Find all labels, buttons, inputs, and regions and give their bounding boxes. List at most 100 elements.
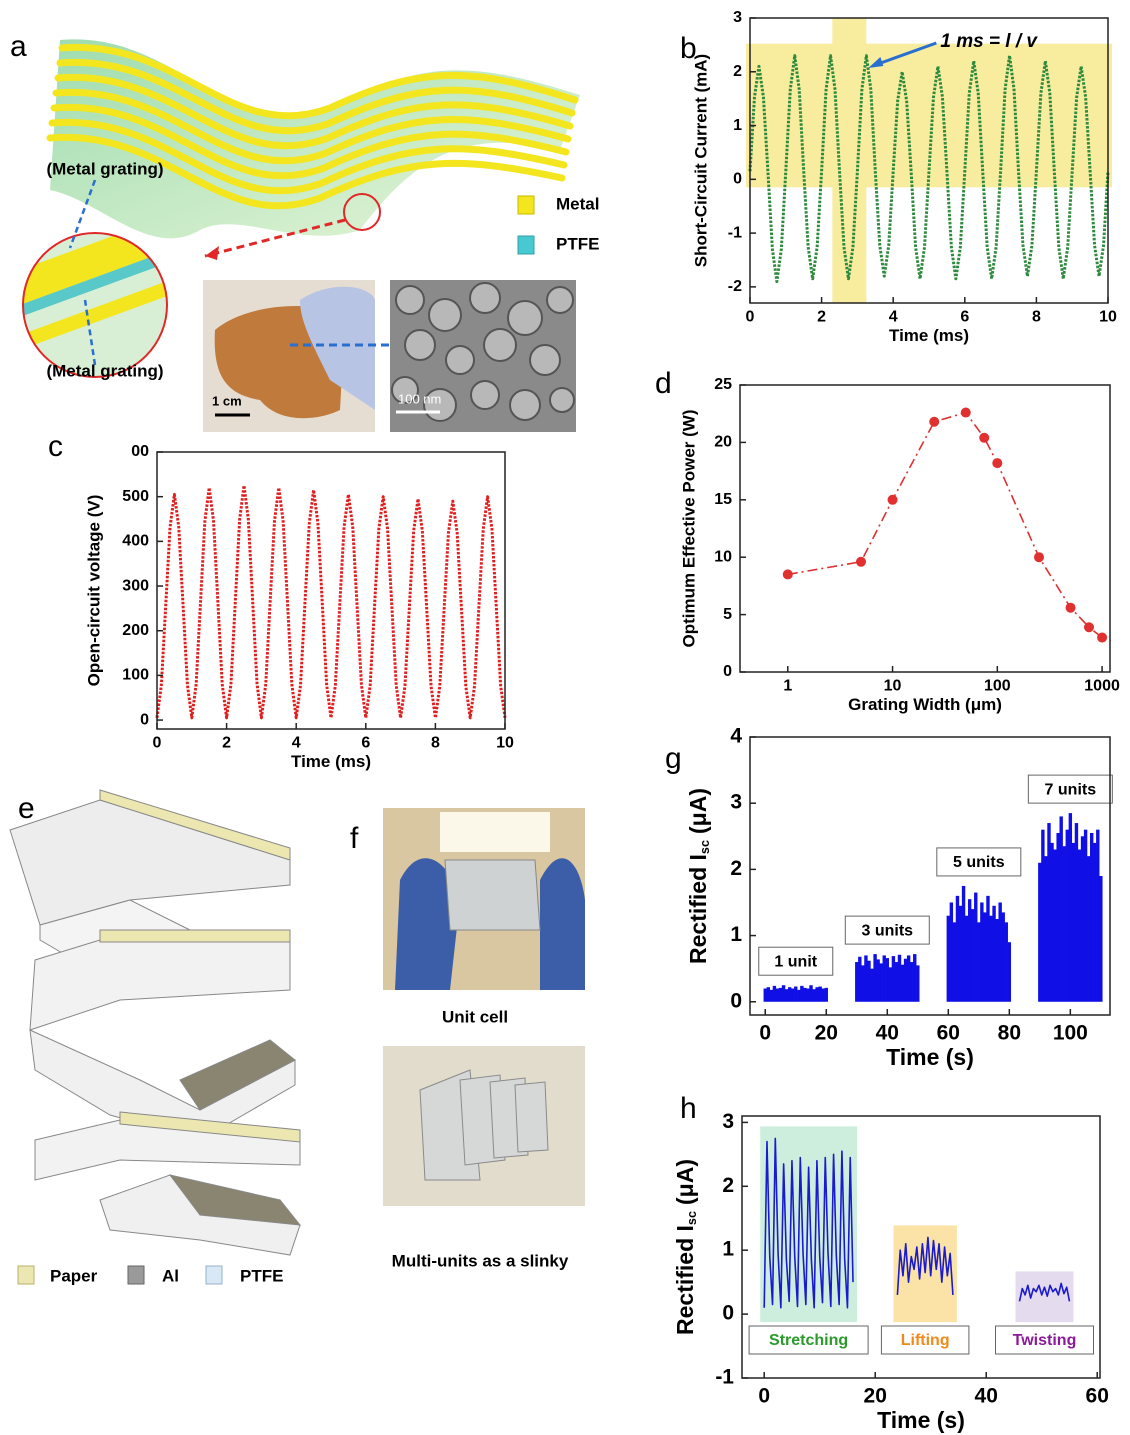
- bar: [898, 955, 901, 1002]
- y-tick-label: 15: [714, 491, 732, 508]
- data-point: [1034, 552, 1044, 562]
- bar: [870, 969, 873, 1002]
- bar: [773, 986, 776, 1002]
- bar: [886, 958, 889, 1002]
- bar: [998, 902, 1001, 1001]
- data-point: [1066, 603, 1076, 613]
- bar: [989, 916, 992, 1002]
- bar: [986, 896, 989, 1002]
- bar: [883, 955, 886, 1001]
- y-tick-label: 1: [733, 117, 742, 134]
- y-tick-label: 5: [723, 606, 732, 623]
- bar: [907, 955, 910, 1001]
- y-tick-label: 2: [722, 1174, 734, 1197]
- data-point: [979, 433, 989, 443]
- bar: [980, 902, 983, 1001]
- bar: [879, 963, 882, 1001]
- bar: [873, 954, 876, 1002]
- bar: [1075, 823, 1078, 1002]
- x-tick-label: 0: [758, 1384, 770, 1407]
- y-tick-label: 0: [723, 663, 732, 680]
- x-tick-label: 0: [153, 735, 162, 752]
- bar: [861, 965, 864, 1001]
- series-label: 5 units: [953, 854, 1005, 871]
- bar: [1038, 863, 1041, 1002]
- data-line: [788, 413, 1102, 638]
- panel-label: a: [10, 30, 27, 63]
- data-point: [1097, 633, 1107, 643]
- legend-label: PTFE: [240, 1266, 283, 1285]
- bar: [782, 985, 785, 1002]
- annotation: 1 ms = l / v: [940, 31, 1038, 52]
- bar: [1096, 830, 1099, 1002]
- y-tick-label: 3: [722, 1110, 734, 1133]
- y-axis-label-part: (μA): [672, 1159, 698, 1205]
- panel-e: e Paper Al PTFE: [10, 790, 300, 1285]
- y-axis-label: Optimum Effective Power (W): [679, 409, 698, 647]
- bar: [800, 986, 803, 1002]
- glove: [540, 858, 585, 990]
- bar: [995, 919, 998, 1002]
- bar: [779, 988, 782, 1002]
- data-point: [856, 557, 866, 567]
- bar: [977, 922, 980, 1001]
- bar: [974, 893, 977, 1002]
- y-axis-label: Rectified Isc(μA): [685, 788, 712, 964]
- bar: [855, 962, 858, 1002]
- y-axis-label-part: (μA): [685, 788, 711, 834]
- bar: [822, 989, 825, 1002]
- panel-label: g: [665, 742, 682, 775]
- y-tick-label: 3: [733, 9, 742, 26]
- y-tick-label: 100: [122, 667, 149, 684]
- bar: [788, 987, 791, 1002]
- y-axis-label: Open-circuit voltage (V): [84, 495, 103, 687]
- series-label: Stretching: [769, 1332, 848, 1349]
- y-tick-label: 1: [730, 923, 742, 946]
- bar: [962, 886, 965, 1002]
- bar: [1084, 830, 1087, 1002]
- bar: [1066, 830, 1069, 1002]
- bar: [1005, 922, 1008, 1001]
- bar: [858, 957, 861, 1002]
- x-tick-label: 6: [361, 735, 370, 752]
- bar: [1056, 833, 1059, 1002]
- bar: [791, 989, 794, 1002]
- y-axis-label: Short-Circuit Current (mA): [691, 54, 710, 267]
- data-point: [961, 408, 971, 418]
- bar: [1093, 843, 1096, 1002]
- bar: [1078, 850, 1081, 1002]
- bar: [971, 909, 974, 1002]
- y-tick-label: 0: [733, 171, 742, 188]
- bar: [818, 987, 821, 1002]
- unit-cell: [445, 860, 540, 930]
- x-tick-label: 8: [1032, 309, 1041, 326]
- x-tick-label: 2: [817, 309, 826, 326]
- legend-label: Metal: [556, 194, 599, 213]
- bar: [968, 899, 971, 1002]
- bar: [1063, 846, 1066, 1002]
- bar: [913, 954, 916, 1002]
- x-axis-label: Time (ms): [291, 752, 371, 771]
- y-tick-label: 10: [714, 548, 732, 565]
- panel-label: c: [48, 430, 63, 463]
- photo-highlight: [440, 812, 550, 852]
- x-tick-label: 20: [815, 1021, 838, 1044]
- bar: [1053, 850, 1056, 1002]
- bar: [776, 989, 779, 1002]
- panel-label: h: [680, 1092, 697, 1125]
- legend-swatch: [518, 236, 534, 254]
- bar: [1044, 856, 1047, 1002]
- bar: [1002, 912, 1005, 1001]
- x-tick-label: 60: [1086, 1384, 1109, 1407]
- y-tick-label: 2: [733, 63, 742, 80]
- x-tick-label: 100: [984, 678, 1011, 695]
- x-axis-label: Grating Width (μm): [848, 695, 1002, 714]
- series-label: 1 unit: [774, 953, 817, 970]
- legend-swatch: [128, 1266, 144, 1284]
- bar: [767, 987, 770, 1002]
- bar: [1059, 816, 1062, 1001]
- y-tick-label: 400: [122, 533, 149, 550]
- x-tick-label: 1000: [1084, 678, 1120, 695]
- x-tick-label: 20: [864, 1384, 887, 1407]
- x-tick-label: 60: [937, 1021, 960, 1044]
